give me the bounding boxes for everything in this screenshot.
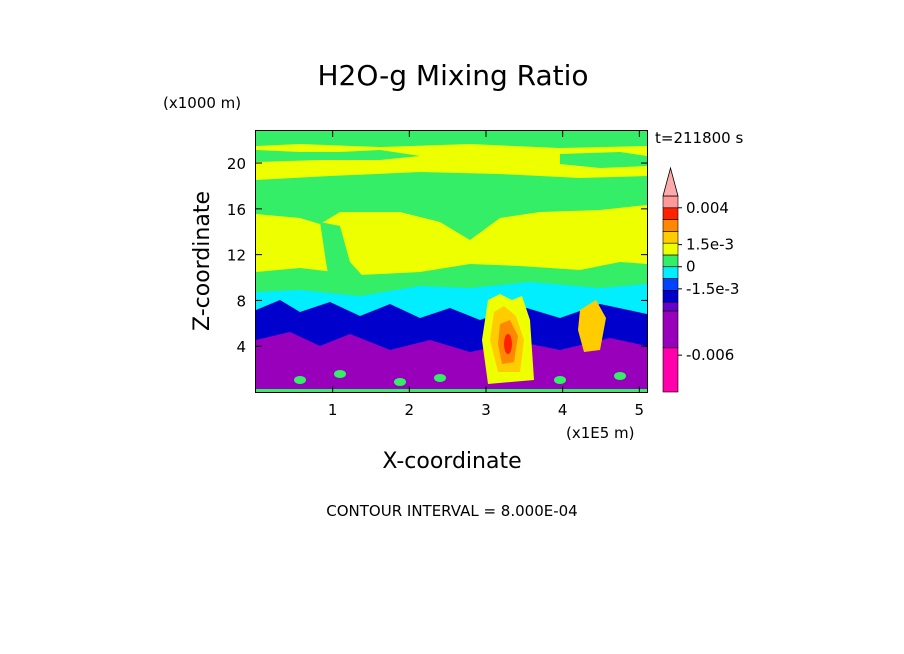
x-unit-label: (x1E5 m) xyxy=(566,424,635,442)
contour-interval-label: CONTOUR INTERVAL = 8.000E-04 xyxy=(326,502,577,520)
x-axis: 1 2 3 4 5 xyxy=(328,131,644,419)
x-tick-label: 3 xyxy=(481,401,491,419)
field-green-mid xyxy=(256,172,647,240)
x-tick-label: 5 xyxy=(635,401,645,419)
field-surface-strip xyxy=(256,389,647,392)
field-green-plume xyxy=(320,222,370,286)
x-tick-label: 2 xyxy=(405,401,415,419)
y-tick-label: 16 xyxy=(227,201,246,219)
y-unit-label: (x1000 m) xyxy=(163,94,241,112)
colorbar-label: -1.5e-3 xyxy=(686,280,739,298)
colorbar-swatch xyxy=(662,301,679,312)
colorbar-swatch xyxy=(662,266,679,279)
colorbar-swatch xyxy=(662,207,679,220)
chart-title: H2O-g Mixing Ratio xyxy=(317,59,588,92)
colorbar-swatch xyxy=(662,278,679,291)
field-surface-patch xyxy=(334,370,346,378)
x-tick-label: 4 xyxy=(558,401,568,419)
colorbar-label: 0 xyxy=(686,258,696,276)
plot-frame xyxy=(255,130,648,393)
colorbar xyxy=(662,166,679,393)
time-label: t=211800 s xyxy=(655,129,743,147)
y-tick-label: 8 xyxy=(236,292,246,310)
colorbar-swatch xyxy=(662,290,679,303)
colorbar-label: -0.006 xyxy=(686,346,734,364)
y-axis: 4 8 12 16 20 xyxy=(227,155,647,356)
y-tick-label: 12 xyxy=(227,247,246,265)
field-core-red xyxy=(504,334,512,354)
field-surface-patch xyxy=(394,378,406,386)
colorbar-swatch xyxy=(662,195,679,209)
field-purple xyxy=(256,332,647,392)
field-surface-patch xyxy=(294,376,306,384)
y-tick-label: 20 xyxy=(227,155,246,173)
field-core-gold xyxy=(578,300,606,352)
field-surface-patch xyxy=(554,376,566,384)
colorbar-labels: 0.004 1.5e-3 0 -1.5e-3 -0.006 xyxy=(678,199,739,364)
y-axis-title: Z-coordinate xyxy=(190,191,215,331)
field-surface-patch xyxy=(614,372,626,380)
colorbar-label: 1.5e-3 xyxy=(686,236,734,254)
colorbar-label: 0.004 xyxy=(686,199,729,217)
x-axis-title: X-coordinate xyxy=(382,449,521,474)
field-green-band xyxy=(256,150,420,162)
colorbar-extend-arrow xyxy=(662,166,679,197)
contour-field xyxy=(256,131,647,392)
colorbar-swatch xyxy=(662,242,679,256)
x-tick-label: 1 xyxy=(328,401,338,419)
colorbar-swatch xyxy=(662,310,679,349)
field-green-top xyxy=(256,131,647,148)
colorbar-swatch xyxy=(662,219,679,232)
field-green-band xyxy=(560,152,647,168)
field-surface-patch xyxy=(434,374,446,382)
colorbar-swatch xyxy=(662,231,679,244)
colorbar-swatch xyxy=(662,254,679,268)
colorbar-swatch xyxy=(662,347,679,393)
y-tick-label: 4 xyxy=(236,338,246,356)
